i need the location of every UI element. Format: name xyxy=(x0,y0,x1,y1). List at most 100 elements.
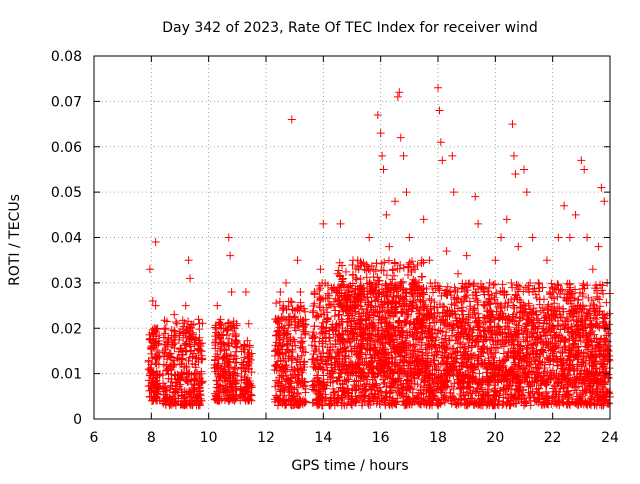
data-point xyxy=(287,115,296,124)
data-point xyxy=(283,365,292,374)
data-point xyxy=(602,298,611,307)
data-point xyxy=(395,88,404,97)
data-point xyxy=(542,256,551,265)
data-point xyxy=(286,371,295,380)
data-point xyxy=(365,233,374,242)
data-point xyxy=(577,156,586,165)
y-tick-label: 0.05 xyxy=(51,185,82,201)
x-tick-label: 10 xyxy=(200,430,218,446)
data-point xyxy=(176,345,185,354)
y-axis-label: ROTI / TECUs xyxy=(7,194,23,286)
data-point xyxy=(181,301,190,310)
data-point xyxy=(163,342,172,351)
data-point xyxy=(145,265,154,274)
data-point xyxy=(185,353,194,362)
data-point xyxy=(319,219,328,228)
data-point xyxy=(297,339,306,348)
data-point xyxy=(385,242,394,251)
data-point xyxy=(315,286,324,295)
data-point xyxy=(279,334,288,343)
data-point xyxy=(182,337,191,346)
data-point xyxy=(484,283,493,292)
data-point xyxy=(244,357,253,366)
data-point xyxy=(221,377,230,386)
data-point xyxy=(191,363,200,372)
data-point xyxy=(273,378,282,387)
data-point xyxy=(371,267,380,276)
data-point xyxy=(145,335,154,344)
data-point xyxy=(438,156,447,165)
data-point xyxy=(297,351,306,360)
x-tick-labels: 6 8 10 12 14 16 18 20 22 24 xyxy=(90,430,619,446)
data-point xyxy=(296,380,305,389)
data-point xyxy=(271,382,280,391)
data-point xyxy=(288,356,297,365)
data-point xyxy=(171,387,180,396)
y-tick-label: 0.03 xyxy=(51,276,82,292)
data-point xyxy=(474,219,483,228)
data-point xyxy=(294,378,303,387)
data-point xyxy=(486,299,495,308)
x-tick-label: 8 xyxy=(147,430,156,446)
data-point xyxy=(176,344,185,353)
data-point xyxy=(442,247,451,256)
data-point xyxy=(485,278,494,287)
data-point xyxy=(231,363,240,372)
data-point xyxy=(159,383,168,392)
x-tick-label: 24 xyxy=(601,430,619,446)
data-point xyxy=(179,328,188,337)
data-point xyxy=(244,319,253,328)
data-point xyxy=(274,326,283,335)
data-point xyxy=(378,151,387,160)
data-point xyxy=(224,318,233,327)
data-point xyxy=(282,278,291,287)
data-point xyxy=(158,371,167,380)
data-point xyxy=(419,215,428,224)
data-point xyxy=(289,313,298,322)
data-point xyxy=(448,151,457,160)
data-point xyxy=(278,372,287,381)
data-point xyxy=(240,353,249,362)
data-point xyxy=(462,283,471,292)
data-point xyxy=(151,359,160,368)
data-point xyxy=(277,371,286,380)
data-point xyxy=(214,330,223,339)
data-point xyxy=(560,201,569,210)
data-point xyxy=(160,340,169,349)
data-point xyxy=(152,367,161,376)
data-point xyxy=(285,376,294,385)
data-point xyxy=(473,296,482,305)
data-point xyxy=(435,106,444,115)
data-point xyxy=(177,392,186,401)
data-point xyxy=(170,310,179,319)
x-tick-label: 6 xyxy=(90,430,99,446)
data-point xyxy=(151,238,160,247)
data-point xyxy=(284,321,293,330)
data-point xyxy=(289,391,298,400)
data-point xyxy=(243,395,252,404)
data-point xyxy=(194,353,203,362)
data-point xyxy=(181,346,190,355)
data-point xyxy=(288,305,297,314)
data-point xyxy=(240,340,249,349)
data-point xyxy=(514,242,523,251)
data-point xyxy=(278,306,287,315)
data-point xyxy=(147,349,156,358)
data-point xyxy=(213,362,222,371)
data-point xyxy=(425,294,434,303)
data-point xyxy=(145,369,154,378)
data-point xyxy=(217,321,226,330)
data-point xyxy=(246,390,255,399)
data-point xyxy=(301,327,310,336)
data-point xyxy=(436,138,445,147)
data-point xyxy=(232,342,241,351)
data-point xyxy=(273,318,282,327)
data-point xyxy=(213,396,222,405)
data-point xyxy=(402,188,411,197)
x-tick-label: 22 xyxy=(544,430,562,446)
data-point xyxy=(352,376,361,385)
data-point xyxy=(382,210,391,219)
data-point xyxy=(295,306,304,315)
data-point xyxy=(243,379,252,388)
data-point xyxy=(388,265,397,274)
